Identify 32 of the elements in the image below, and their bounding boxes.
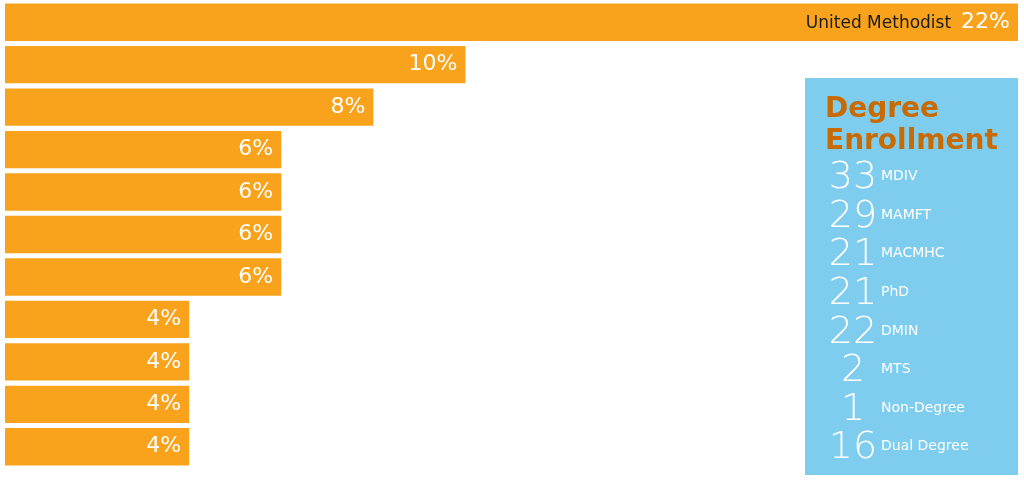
category-label: MAMFT [881,205,932,222]
data-label: 6% [238,220,274,246]
bar [5,88,374,126]
category-label: Dual Degree [881,437,969,454]
bar [5,428,190,466]
data-label: 6% [238,135,274,161]
category-label: Non-Degree [881,398,965,415]
category-label: MTS [881,360,911,377]
category-label: DMIN [881,321,919,338]
data-label: 4% [146,432,182,458]
data-label: 4% [146,390,182,416]
text: Degree Enrollment [825,91,999,156]
data-label: 22% [961,7,1010,33]
y-tick-label: United Methodist [805,11,952,32]
data-label: 10% [408,50,458,76]
category-label: MACMHC [881,244,945,261]
bar [5,130,282,169]
data-label: 4% [146,305,182,331]
data-label: 8% [330,92,366,118]
bar [5,300,190,339]
bar [5,46,466,84]
bar [5,215,282,254]
data-label: 6% [238,262,274,288]
category-label: PhD [881,283,910,300]
bar [5,343,190,381]
data-label: 4% [146,347,182,373]
data-label: 6% [238,177,274,203]
bar [5,3,1018,41]
bar [5,173,282,211]
category-label: MDIV [881,167,918,184]
bar [5,385,190,423]
bar [5,258,282,296]
